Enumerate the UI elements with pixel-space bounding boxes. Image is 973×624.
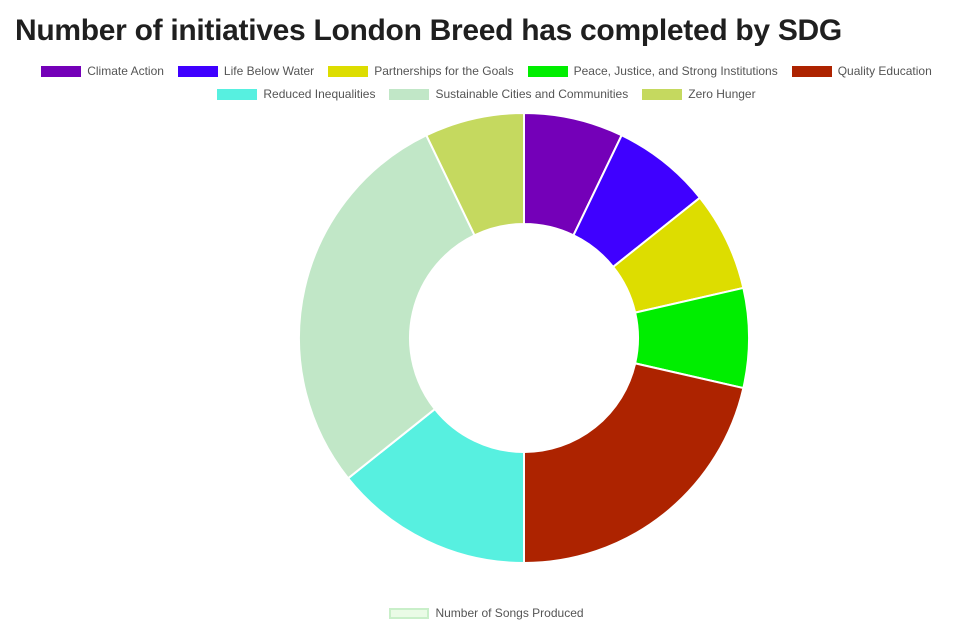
slice-sustainable-cities-and-communities[interactable] [298,133,476,480]
legend-item-life-below-water[interactable]: Life Below Water [177,64,315,78]
slices-group [298,111,750,565]
legend-swatch [177,65,218,77]
legend-item-zero-hunger[interactable]: Zero Hunger [642,87,756,101]
legend-label: Peace, Justice, and Strong Institutions [573,64,778,78]
legend-row-1: Climate Action Life Below Water Partnershi… [0,64,973,78]
legend-swatch [791,65,832,77]
slice-reduced-inequalities[interactable] [346,407,525,565]
legend-label: Sustainable Cities and Communities [435,87,629,101]
legend-swatch [527,65,568,77]
legend-label: Reduced Inequalities [263,87,376,101]
chart-title: Number of initiatives London Breed has c… [15,14,842,47]
legend-label: Quality Education [837,64,932,78]
legend-swatch [328,65,369,77]
series-legend[interactable]: Number of Songs Produced [0,606,973,620]
legend-label: Zero Hunger [688,87,756,101]
legend-item-sustainable-cities-and-communities[interactable]: Sustainable Cities and Communities [389,87,628,101]
legend-item-quality-education[interactable]: Quality Education [791,64,932,78]
series-legend-label: Number of Songs Produced [435,606,584,620]
legend-item-partnerships-for-the-goals[interactable]: Partnerships for the Goals [328,64,514,78]
legend-item-reduced-inequalities[interactable]: Reduced Inequalities [217,87,375,101]
legend-row-2: Reduced Inequalities Sustainable Cities a… [0,87,973,101]
series-legend-swatch [389,607,430,619]
legend-label: Partnerships for the Goals [374,64,514,78]
legend-label: Life Below Water [223,64,315,78]
legend-label: Climate Action [87,64,164,78]
slice-zero-hunger[interactable] [425,111,525,237]
legend-swatch [642,88,683,100]
legend-swatch [217,88,258,100]
slice-quality-education[interactable] [523,362,745,565]
legend-item-peace-justice-and-strong-institutions[interactable]: Peace, Justice, and Strong Institutions [527,64,778,78]
legend-swatch [41,65,82,77]
legend-swatch [389,88,430,100]
legend-item-climate-action[interactable]: Climate Action [41,64,164,78]
